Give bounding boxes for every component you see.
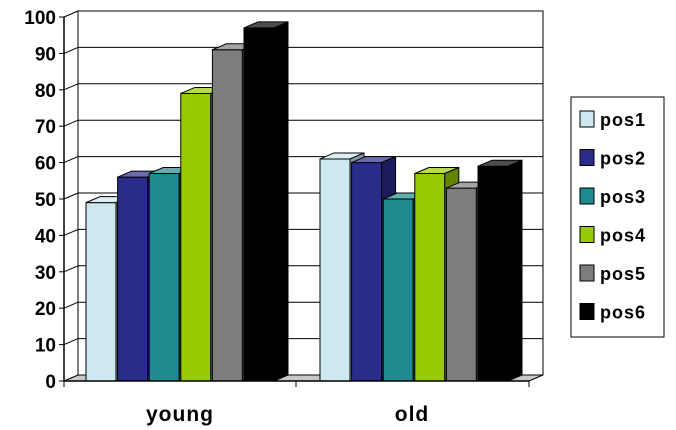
y-tick-label: 60 bbox=[35, 154, 56, 175]
bar-front bbox=[117, 176, 149, 382]
legend-box bbox=[570, 96, 665, 338]
gridline-side bbox=[63, 265, 79, 273]
legend-swatch-pos3 bbox=[579, 187, 595, 205]
y-tick-label: 70 bbox=[35, 117, 56, 138]
gridline-side bbox=[63, 156, 79, 164]
gridline-side bbox=[63, 10, 79, 18]
gridline-side bbox=[63, 192, 79, 200]
bar-side bbox=[273, 21, 289, 382]
legend-label-pos1: pos1 bbox=[600, 110, 646, 130]
bar-front bbox=[148, 173, 180, 382]
legend-label-pos5: pos5 bbox=[600, 264, 646, 284]
gridline-side bbox=[63, 119, 79, 127]
y-tick-label: 50 bbox=[35, 190, 56, 211]
y-tick-label: 90 bbox=[35, 44, 56, 65]
bar-pos6-old bbox=[477, 159, 523, 382]
gridline-side bbox=[63, 46, 79, 54]
bars bbox=[85, 21, 523, 382]
legend-swatch-pos2 bbox=[579, 149, 595, 166]
y-tick-label: 30 bbox=[35, 263, 56, 284]
bar-front bbox=[414, 173, 446, 382]
y-tick-label: 0 bbox=[45, 372, 56, 393]
x-category-label: young bbox=[146, 403, 214, 426]
bar-front bbox=[319, 158, 351, 382]
bar-front bbox=[382, 198, 414, 382]
y-axis: 0 10 20 30 40 50 60 70 80 90 100 bbox=[24, 8, 65, 393]
gridline-side bbox=[63, 301, 79, 309]
bar-front bbox=[351, 162, 383, 382]
bar-front bbox=[477, 165, 509, 382]
bar-front bbox=[445, 187, 477, 382]
legend-label-pos4: pos4 bbox=[600, 226, 646, 246]
y-tick-label: 10 bbox=[35, 336, 56, 357]
legend-label-pos3: pos3 bbox=[600, 187, 646, 207]
x-category-label: old bbox=[395, 403, 430, 426]
legend-swatch-pos5 bbox=[579, 264, 595, 282]
gridline-side bbox=[63, 338, 79, 346]
gridline-side bbox=[63, 83, 79, 91]
gridline-side bbox=[63, 228, 79, 236]
y-tick-label: 40 bbox=[35, 226, 56, 247]
y-tick-label: 100 bbox=[24, 8, 56, 29]
legend-swatch-pos6 bbox=[579, 303, 595, 320]
bar-side bbox=[507, 159, 523, 382]
bar-front bbox=[243, 27, 275, 382]
y-tick-label: 20 bbox=[35, 299, 56, 320]
legend-swatch-pos1 bbox=[579, 110, 595, 128]
x-axis: young old bbox=[63, 380, 530, 426]
legend-label-pos6: pos6 bbox=[600, 303, 646, 323]
legend-swatch-pos4 bbox=[579, 226, 595, 243]
bar-front bbox=[180, 92, 212, 382]
legend: pos1 pos2 pos3 pos4 pos5 pos6 bbox=[570, 96, 665, 338]
y-tick-label: 80 bbox=[35, 81, 56, 102]
legend-label-pos2: pos2 bbox=[600, 149, 646, 169]
bar-front bbox=[85, 202, 117, 382]
bar-pos6-young bbox=[243, 21, 289, 382]
bar-front bbox=[211, 49, 243, 382]
